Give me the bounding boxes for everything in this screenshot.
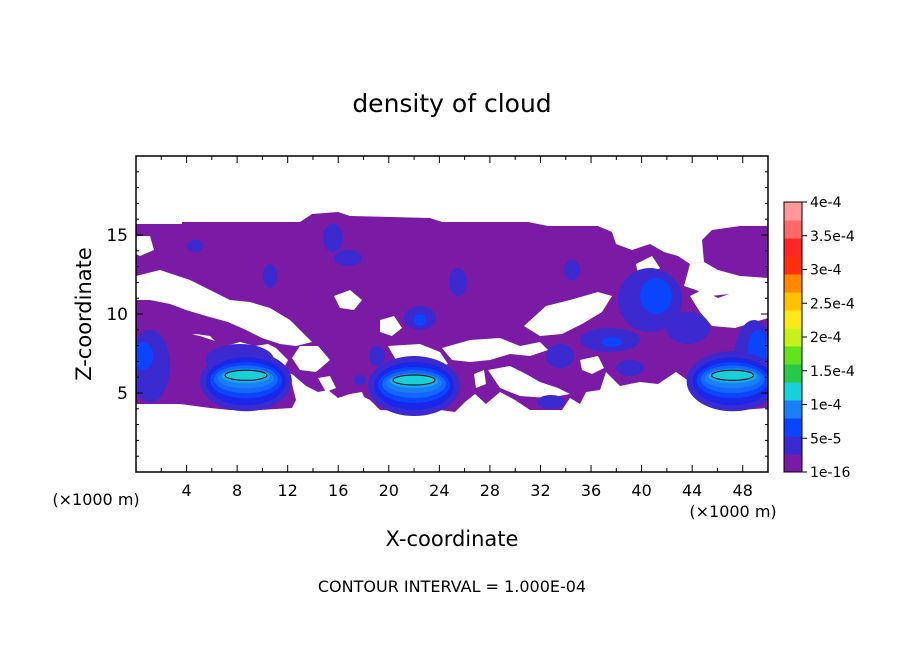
colorbar-label: 5e-5 [810, 431, 841, 447]
x-tick-label: 40 [631, 481, 651, 500]
y-axis-label: Z-coordinate [72, 247, 96, 381]
blob-contour-line [711, 369, 755, 381]
blob-contour-line [392, 374, 436, 386]
blob-contour-fill [711, 370, 754, 381]
colorbar-swatch [784, 292, 802, 311]
colorbar-swatch [784, 400, 802, 419]
colorbar-swatch [784, 346, 802, 365]
contour-interval-note: CONTOUR INTERVAL = 1.000E-04 [318, 577, 586, 596]
colorbar-label: 1.5e-4 [810, 364, 855, 380]
y-tick-label: 5 [117, 384, 128, 404]
colorbar-label: 3e-4 [810, 263, 842, 279]
colorbar-swatch [784, 256, 802, 275]
x-tick-label: 20 [379, 481, 399, 500]
x-axis: 4 8 12 16 20 24 28 32 36 40 44 48 [160, 156, 753, 500]
colorbar-swatch [784, 364, 802, 383]
colorbar-swatch [784, 382, 802, 401]
x-tick-label: 4 [181, 481, 191, 500]
colorbar-swatch [784, 328, 802, 347]
x-tick-label: 32 [530, 481, 550, 500]
x-tick-label: 36 [581, 481, 601, 500]
colorbar-swatch [784, 238, 802, 257]
x-tick-label: 24 [429, 481, 449, 500]
y-tick-label: 10 [106, 305, 128, 325]
colorbar-swatch [784, 454, 802, 473]
upper-cloud-layer [136, 212, 768, 412]
colorbar-swatch [784, 202, 802, 221]
colorbar-swatch [784, 274, 802, 293]
colorbar-label: 2.5e-4 [810, 296, 855, 312]
y-axis: 5 10 15 [106, 171, 768, 457]
x-tick-label: 16 [328, 481, 348, 500]
contour-field [136, 212, 768, 417]
blob-contour-line [224, 369, 268, 381]
x-tick-label: 8 [232, 481, 242, 500]
x-tick-label: 44 [682, 481, 702, 500]
x-axis-label: X-coordinate [386, 527, 519, 551]
x-unit-label-left: (×1000 m) [52, 490, 139, 509]
colorbar-swatch [784, 418, 802, 437]
colorbar: 1e-16 5e-5 1e-4 1.5e-4 2e-4 2.5e-4 3e-4 3.5e-4 4… [783, 195, 855, 481]
colorbar-swatch [784, 436, 802, 455]
y-tick-label: 15 [106, 226, 128, 246]
x-unit-label-right: (×1000 m) [689, 502, 776, 521]
chart-title: density of cloud [352, 89, 551, 118]
x-tick-label: 12 [278, 481, 298, 500]
colorbar-label: 1e-16 [810, 465, 850, 481]
colorbar-swatch [784, 220, 802, 239]
colorbar-label: 3.5e-4 [810, 229, 855, 245]
dense-cloud-blobs [199, 351, 768, 417]
x-tick-label: 48 [733, 481, 753, 500]
blob-contour-fill [393, 375, 436, 386]
colorbar-label: 1e-4 [810, 398, 842, 414]
colorbar-label: 2e-4 [810, 330, 842, 346]
x-tick-label: 28 [480, 481, 500, 500]
blob-contour-fill [224, 370, 267, 381]
colorbar-label: 4e-4 [810, 195, 842, 211]
colorbar-swatch [784, 310, 802, 329]
